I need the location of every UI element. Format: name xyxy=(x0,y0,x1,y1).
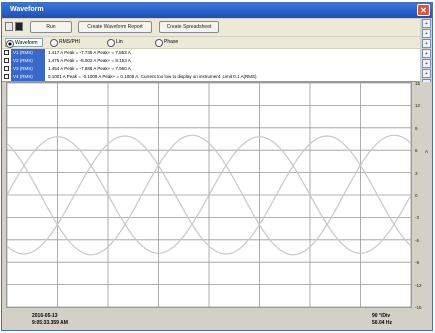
channel-label: V4 (RMS) xyxy=(11,73,45,81)
toolbar: Run Create Waveform Report Create Spread… xyxy=(2,19,420,36)
capture-date: 2016-05-13 xyxy=(32,313,58,319)
y-axis: 15 12 9 6 3 0 -3 -6 -9 -12 -15 A xyxy=(413,81,432,310)
waveform-plot xyxy=(6,82,412,308)
y-tick-label: -9 xyxy=(415,260,420,266)
channel-checkbox[interactable] xyxy=(4,66,9,71)
side-tool-button[interactable]: + xyxy=(422,49,431,58)
title-bar: Waveform ✕ xyxy=(2,3,432,18)
y-tick-label: -12 xyxy=(415,282,422,288)
close-button[interactable]: ✕ xyxy=(417,4,430,16)
channel-checkbox[interactable] xyxy=(4,50,9,55)
side-tool-button[interactable]: + xyxy=(422,59,431,68)
radio-phase[interactable]: Phase xyxy=(155,38,178,47)
channel-label: V3 (RMS) xyxy=(11,65,45,73)
y-tick-label: 15 xyxy=(415,81,421,86)
reading-text: 1.475 A Peak = -8.002 A Peak+ = 8.153 A xyxy=(48,58,131,63)
radio-lin[interactable]: Lin xyxy=(107,38,123,47)
y-unit-label: A xyxy=(425,149,429,155)
reading-row: V3 (RMS) 1.454 A Peak = -7.888 A Peak+ =… xyxy=(2,65,420,73)
y-tick-label: -15 xyxy=(415,305,422,310)
side-tool-button[interactable]: + xyxy=(422,19,431,28)
create-waveform-report-button[interactable]: Create Waveform Report xyxy=(78,21,152,33)
reading-row: V2 (RMS) 1.475 A Peak = -8.002 A Peak+ =… xyxy=(2,57,420,65)
reading-row: V4 (RMS) 0.1001 A Peak = -0.1008 A Peak+… xyxy=(2,73,420,81)
channel-checkbox[interactable] xyxy=(4,58,9,63)
channel-readings: V1 (RMS) 1.417 A Peak = -7.735 A Peak+ =… xyxy=(2,49,420,82)
reading-text: 1.417 A Peak = -7.735 A Peak+ = 7.853 A xyxy=(48,50,131,55)
channel-label: V2 (RMS) xyxy=(11,57,45,65)
waveform-svg xyxy=(6,82,412,308)
waveform-series-2 xyxy=(6,134,412,256)
reading-row: V1 (RMS) 1.417 A Peak = -7.735 A Peak+ =… xyxy=(2,49,420,57)
channel-label: V1 (RMS) xyxy=(11,49,45,57)
frequency: 50.04 Hz xyxy=(372,320,393,326)
back-icon[interactable] xyxy=(5,22,13,31)
status-footer: 2016-05-13 9:05:33.359 AM 90 °/Div 50.04… xyxy=(2,309,432,330)
create-spreadsheet-button[interactable]: Create Spreadsheet xyxy=(159,21,219,33)
y-tick-label: -6 xyxy=(415,237,420,243)
y-tick-label: 3 xyxy=(415,170,418,176)
window-title: Waveform xyxy=(10,6,44,13)
side-tool-button[interactable]: + xyxy=(422,39,431,48)
y-tick-label: 6 xyxy=(415,148,418,154)
waveform-series-1 xyxy=(6,136,412,254)
capture-time: 9:05:33.359 AM xyxy=(32,320,68,326)
view-mode-selector: Waveform RMS/PHI Lin Phase xyxy=(2,37,420,48)
run-button[interactable]: Run xyxy=(30,21,72,33)
y-tick-label: 9 xyxy=(415,125,418,131)
reading-text: 0.1001 A Peak = -0.1008 A Peak+ = 0.1008… xyxy=(48,74,257,79)
reading-text: 1.454 A Peak = -7.888 A Peak+ = 7.960 A xyxy=(48,66,131,71)
stop-icon[interactable] xyxy=(15,22,23,31)
radio-rms-phi[interactable]: RMS/PHI xyxy=(50,38,80,47)
y-tick-label: -3 xyxy=(415,215,420,221)
radio-waveform[interactable]: Waveform xyxy=(5,38,43,48)
y-tick-label: 12 xyxy=(415,103,421,109)
y-tick-label: 0 xyxy=(415,193,418,198)
waveform-series-3 xyxy=(6,135,412,255)
side-tool-button[interactable]: + xyxy=(422,29,431,38)
time-scale: 90 °/Div xyxy=(372,313,391,319)
channel-checkbox[interactable] xyxy=(4,74,9,79)
side-tool-button[interactable]: + xyxy=(422,69,431,78)
